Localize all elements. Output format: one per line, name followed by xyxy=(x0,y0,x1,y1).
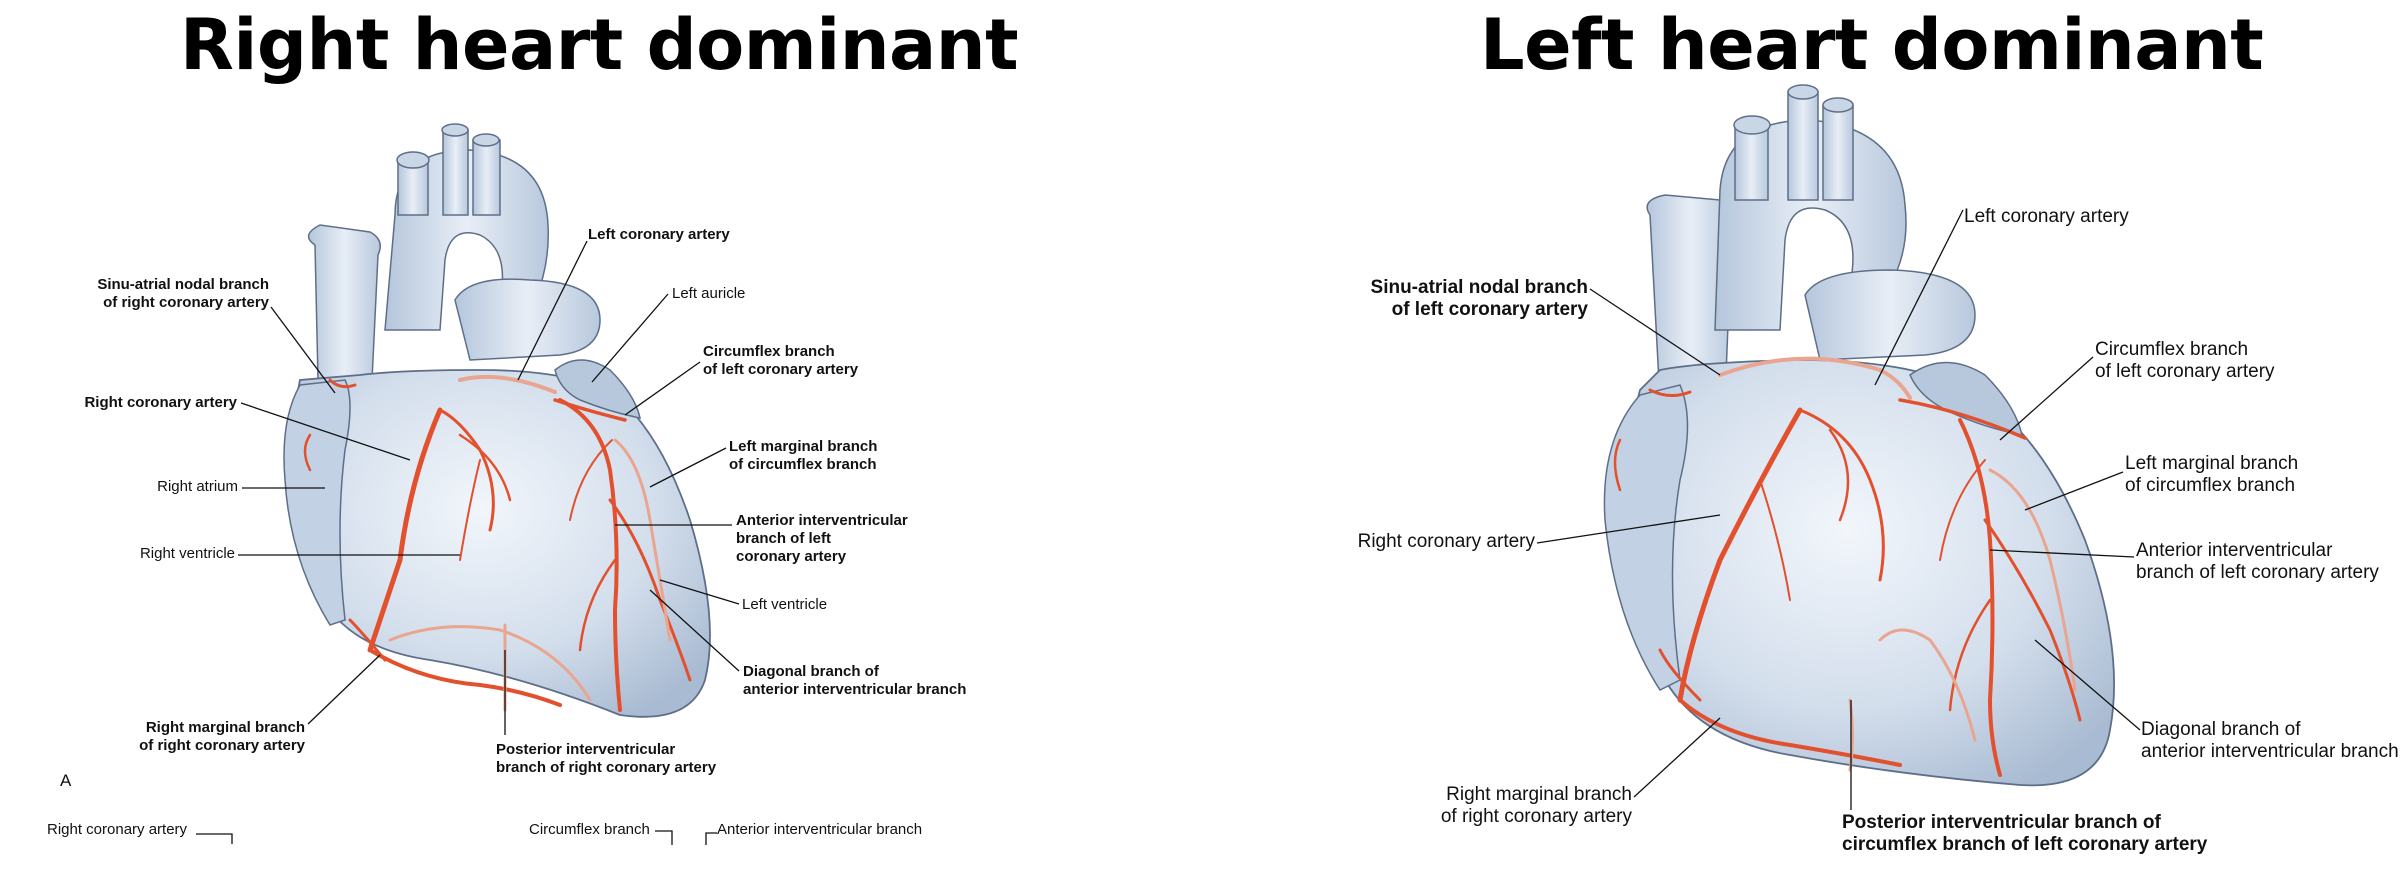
right-posterior-iv-line-2: circumflex branch of left coronary arter… xyxy=(1842,834,2208,855)
right-diagonal-line-2: anterior interventricular branch xyxy=(2141,741,2399,762)
right-label-left-marginal-branch: Left marginal branch of circumflex branc… xyxy=(2125,453,2298,497)
left-label-diagonal-branch: Diagonal branch of anterior interventric… xyxy=(743,663,966,699)
left-label-right-coronary-artery: Right coronary artery xyxy=(84,394,237,411)
right-label-sa-nodal-branch: Sinu-atrial nodal branch of left coronar… xyxy=(1340,277,1588,321)
left-panel-letter: A xyxy=(60,771,72,790)
right-vessel-2 xyxy=(1787,91,1819,201)
left-right-marginal-line-1: Right marginal branch xyxy=(145,719,305,736)
left-label-posterior-interventricular: Posterior interventricular branch of rig… xyxy=(496,741,716,777)
right-circumflex-line-2: of left coronary artery xyxy=(2095,361,2275,382)
left-anterior-iv-line-3: coronary artery xyxy=(736,548,847,565)
left-diagonal-line-1: Diagonal branch of xyxy=(743,663,879,680)
right-label-right-coronary-artery: Right coronary artery xyxy=(1357,531,1535,552)
right-label-posterior-interventricular: Posterior interventricular branch of cir… xyxy=(1842,812,2207,856)
right-label-left-coronary-artery: Left coronary artery xyxy=(1964,206,2129,227)
right-right-marginal-line-2: of right coronary artery xyxy=(1440,806,1632,827)
left-posterior-iv-line-2: branch of right coronary artery xyxy=(496,759,717,776)
right-label-anterior-interventricular: Anterior interventricular branch of left… xyxy=(2136,540,2379,584)
right-sa-nodal-line-2: of left coronary artery xyxy=(1391,299,1588,320)
right-label-right-marginal-branch: Right marginal branch of right coronary … xyxy=(1420,784,1632,828)
left-diagram-title: Right heart dominant xyxy=(180,4,1019,86)
left-heart-drawing xyxy=(196,123,740,845)
left-label-left-auricle: Left auricle xyxy=(672,285,746,302)
right-label-diagonal-branch: Diagonal branch of anterior interventric… xyxy=(2141,719,2399,763)
left-strip-right-coronary-artery: Right coronary artery xyxy=(47,821,188,838)
left-vessel-3 xyxy=(472,139,501,216)
right-anterior-iv-line-1: Anterior interventricular xyxy=(2136,540,2333,561)
left-label-right-ventricle: Right ventricle xyxy=(139,545,235,562)
left-left-marginal-line-1: Left marginal branch xyxy=(729,438,878,455)
right-vessel-1 xyxy=(1734,124,1769,201)
left-left-marginal-line-2: of circumflex branch xyxy=(729,456,877,473)
right-sa-nodal-line-1: Sinu-atrial nodal branch xyxy=(1370,277,1588,298)
right-right-atrium xyxy=(1603,384,1689,691)
left-right-marginal-line-2: of right coronary artery xyxy=(139,737,305,754)
right-vessel-3 xyxy=(1822,104,1854,201)
left-label-left-coronary-artery: Left coronary artery xyxy=(588,226,730,243)
left-circumflex-line-2: of left coronary artery xyxy=(703,361,859,378)
left-label-right-atrium: Right atrium xyxy=(157,478,238,495)
right-circumflex-line-1: Circumflex branch xyxy=(2095,339,2249,360)
right-pulmonary-shape xyxy=(1804,269,1976,361)
left-label-circumflex-branch: Circumflex branch of left coronary arter… xyxy=(703,343,858,379)
right-left-marginal-line-2: of circumflex branch xyxy=(2125,475,2296,496)
left-pulmonary-shape xyxy=(454,278,601,361)
left-auricle-shape xyxy=(554,359,641,419)
right-right-marginal-line-1: Right marginal branch xyxy=(1446,784,1632,805)
right-diagram-title: Left heart dominant xyxy=(1480,4,2264,86)
left-diagonal-line-2: anterior interventricular branch xyxy=(743,681,967,698)
right-posterior-iv-line-1: Posterior interventricular branch of xyxy=(1842,812,2161,833)
left-label-anterior-interventricular: Anterior interventricular branch of left… xyxy=(736,512,908,566)
left-heart-body xyxy=(293,369,711,718)
left-strip-anterior-iv-branch: Anterior interventricular branch xyxy=(717,821,923,838)
left-svc-shape xyxy=(307,224,381,381)
left-label-sa-nodal-branch: Sinu-atrial nodal branch of right corona… xyxy=(60,276,269,312)
right-heart-drawing xyxy=(1536,84,2141,810)
left-anterior-iv-line-1: Anterior interventricular xyxy=(736,512,908,529)
left-strip-circumflex-branch: Circumflex branch xyxy=(529,821,650,838)
right-diagonal-line-1: Diagonal branch of xyxy=(2141,719,2301,740)
right-heart-body xyxy=(1628,359,2115,787)
left-vessel-2 xyxy=(442,129,469,216)
right-left-marginal-line-1: Left marginal branch xyxy=(2125,453,2299,474)
left-sa-nodal-line-2: of right coronary artery xyxy=(103,294,269,311)
left-right-atrium xyxy=(283,379,351,626)
left-sa-nodal-line-1: Sinu-atrial nodal branch xyxy=(97,276,269,293)
left-label-right-marginal-branch: Right marginal branch of right coronary … xyxy=(80,719,305,755)
left-label-left-marginal-branch: Left marginal branch of circumflex branc… xyxy=(729,438,877,474)
left-label-left-ventricle: Left ventricle xyxy=(742,596,828,613)
left-circumflex-line-1: Circumflex branch xyxy=(703,343,835,360)
right-anterior-iv-line-2: branch of left coronary artery xyxy=(2136,562,2379,583)
right-label-circumflex-branch: Circumflex branch of left coronary arter… xyxy=(2095,339,2275,383)
left-posterior-iv-line-1: Posterior interventricular xyxy=(496,741,676,758)
left-anterior-iv-line-2: branch of left xyxy=(736,530,832,547)
